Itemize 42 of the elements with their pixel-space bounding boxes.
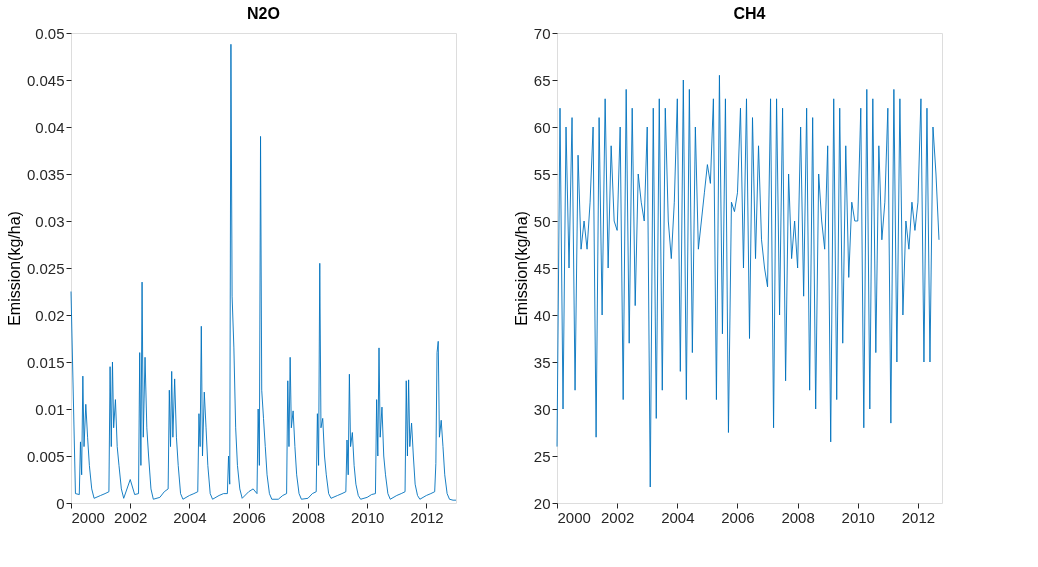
- x-tick-label: 2010: [350, 508, 385, 526]
- y-tick-label: 0.015: [26, 353, 65, 371]
- line-series: [556, 74, 940, 488]
- y-tick-label: 30: [533, 400, 551, 418]
- y-tick-label: 0.04: [35, 118, 65, 136]
- y-tick-label: 0.045: [26, 71, 65, 89]
- y-tick-label: 0: [56, 494, 65, 512]
- x-tick-label: 2008: [781, 508, 815, 526]
- y-tick-label: 0.005: [26, 447, 65, 465]
- x-tick-label: 2002: [600, 508, 635, 526]
- x-tick-label: 2004: [173, 508, 207, 526]
- line-series: [70, 43, 457, 501]
- y-tick-label: 0.03: [35, 212, 65, 230]
- y-tick-label: 45: [533, 259, 551, 277]
- x-tick-label: 2006: [232, 508, 266, 526]
- y-tick-label: 40: [533, 306, 551, 324]
- x-tick-label: 2010: [841, 508, 875, 526]
- y-tick-label: 55: [533, 165, 551, 183]
- y-tick-label: 35: [533, 353, 551, 371]
- y-tick-label: 25: [533, 447, 551, 465]
- x-tick-label: 2004: [661, 508, 695, 526]
- y-tick-label: 50: [533, 212, 551, 230]
- x-tick-label: 2012: [901, 508, 936, 526]
- y-tick-label: 65: [533, 71, 551, 89]
- y-tick-label: 0.01: [35, 400, 65, 418]
- y-tick-label: 0.025: [26, 259, 65, 277]
- y-tick-label: 20: [533, 494, 551, 512]
- x-tick-label: 2000: [557, 508, 591, 526]
- x-tick-label: 2002: [114, 508, 148, 526]
- y-tick-label: 60: [533, 118, 551, 136]
- y-axis-title: Emission(kg/ha): [512, 211, 530, 326]
- chart-title: N2O: [247, 5, 280, 22]
- chart-title: CH4: [733, 5, 766, 22]
- x-tick-label: 2008: [291, 508, 326, 526]
- y-tick-label: 0.02: [35, 306, 65, 324]
- y-axis-title: Emission(kg/ha): [5, 211, 23, 326]
- x-tick-label: 2012: [410, 508, 444, 526]
- y-tick-label: 0.05: [35, 24, 65, 42]
- y-tick-label: 0.035: [26, 165, 65, 183]
- y-tick-label: 70: [533, 24, 551, 42]
- x-tick-label: 2006: [721, 508, 755, 526]
- x-tick-label: 2000: [71, 508, 105, 526]
